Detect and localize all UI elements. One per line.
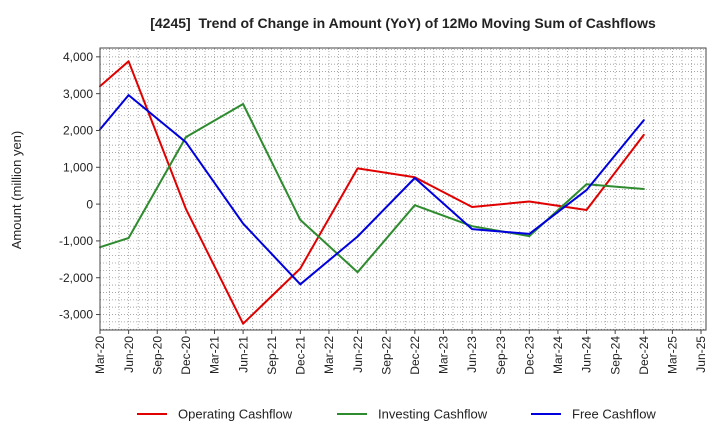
legend-item-free-cashflow: Free Cashflow [531, 407, 656, 422]
x-tick-label: Mar-22 [322, 336, 336, 374]
y-tick-label: 0 [86, 197, 93, 211]
y-tick-label: -1,000 [59, 234, 93, 248]
y-axis-label: Amount (million yen) [9, 131, 24, 250]
legend-label: Operating Cashflow [178, 407, 293, 422]
x-tick-label: Mar-21 [208, 336, 222, 374]
y-tick-label: 3,000 [63, 87, 93, 101]
grid-lines [99, 48, 706, 330]
x-tick-label: Mar-24 [551, 336, 565, 374]
x-tick-label: Dec-22 [408, 336, 422, 375]
y-tick-label: 2,000 [63, 124, 93, 138]
plot-frame [99, 47, 707, 331]
y-tick-label: 4,000 [63, 50, 93, 64]
x-tick-label: Jun-23 [465, 336, 479, 373]
legend-item-investing-cashflow: Investing Cashflow [337, 407, 488, 422]
x-tick-label: Mar-23 [437, 336, 451, 374]
x-tick-label: Jun-20 [122, 336, 136, 373]
x-tick-label: Sep-21 [265, 336, 279, 375]
series-lines [99, 60, 645, 325]
x-tick-label: Sep-20 [150, 336, 164, 375]
x-tick-label: Jun-24 [580, 336, 594, 373]
x-tick-label: Dec-23 [523, 336, 537, 375]
x-tick-label: Dec-21 [294, 336, 308, 375]
x-tick-label: Dec-20 [179, 336, 193, 375]
legend: Operating Cashflow Investing Cashflow Free… [137, 407, 656, 422]
x-tick-label: Sep-24 [608, 336, 622, 375]
y-tick-label: 1,000 [63, 160, 93, 174]
x-tick-label: Jun-21 [236, 336, 250, 373]
x-tick-label: Dec-24 [637, 336, 651, 375]
y-tick-label: -3,000 [59, 308, 93, 322]
series-line-operating-cashflow [99, 60, 645, 325]
chart-title: [4245] Trend of Change in Amount (YoY) o… [150, 15, 656, 31]
x-tick-label: Sep-22 [379, 336, 393, 375]
x-tick-label: Jun-25 [694, 336, 708, 373]
x-axis: Mar-20 Jun-20 Sep-20 Dec-20 Mar-21 Jun-21 Sep-… [93, 330, 708, 375]
y-tick-label: -2,000 [59, 271, 93, 285]
legend-item-operating-cashflow: Operating Cashflow [137, 407, 293, 422]
y-axis: 4,000 3,000 2,000 1,000 0 -1,000 -2,000 -3,000 [59, 50, 100, 322]
series-line-free-cashflow [99, 94, 645, 286]
x-tick-label: Jun-22 [351, 336, 365, 373]
x-tick-label: Sep-23 [494, 336, 508, 375]
legend-label: Investing Cashflow [378, 407, 488, 422]
x-tick-label: Mar-25 [666, 336, 680, 374]
x-tick-label: Mar-20 [93, 336, 107, 374]
legend-label: Free Cashflow [572, 407, 656, 422]
